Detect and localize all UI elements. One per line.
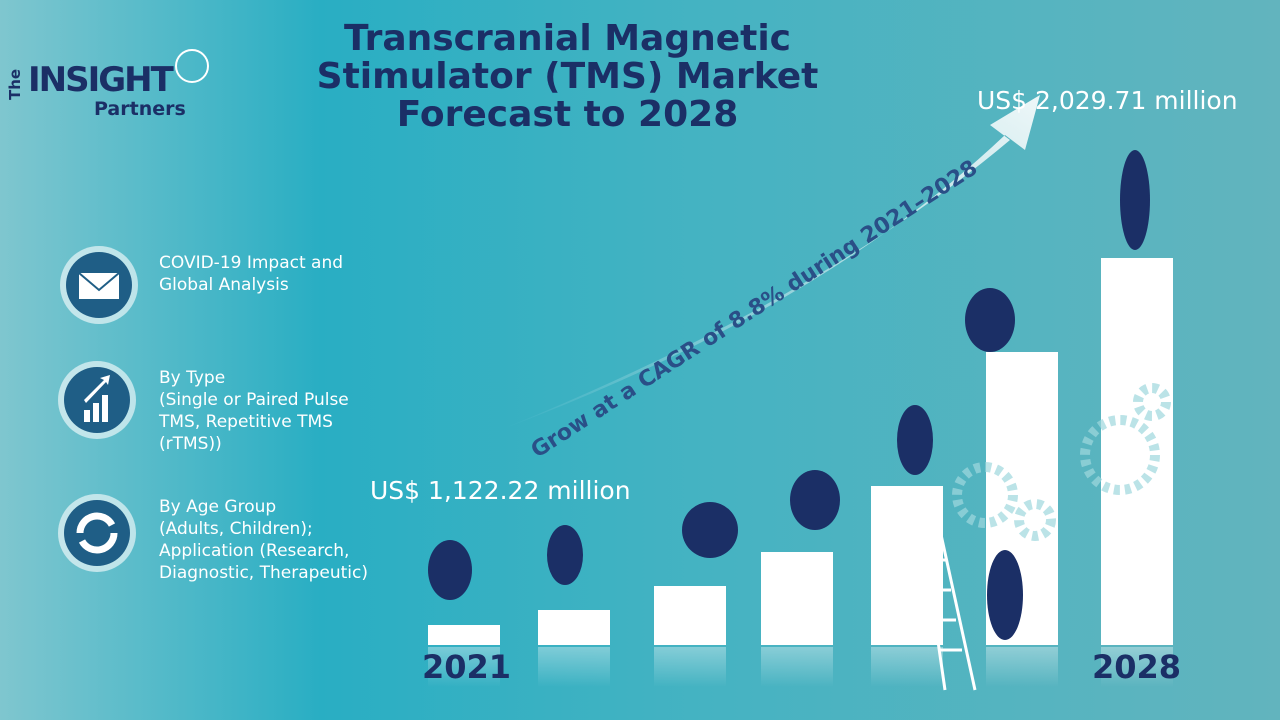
segment-detail: (Single or Paired Pulse TMS, Repetitive … xyxy=(159,390,349,454)
segment: By Type (Single or Paired Pulse TMS, Rep… xyxy=(159,367,374,455)
logo-suffix: Partners xyxy=(94,98,186,120)
logo-ring xyxy=(175,49,209,83)
segment-heading: COVID-19 Impact and Global Analysis xyxy=(159,253,344,295)
segment: By Age Group (Adults, Children); Applica… xyxy=(159,496,374,584)
start-value: US$ 1,122.22 million xyxy=(370,476,631,505)
logo-brand: INSIGHT xyxy=(28,60,174,100)
gears xyxy=(952,383,1171,541)
end-value: US$ 2,029.71 million xyxy=(977,86,1238,115)
title: Transcranial Magnetic Stimulator (TMS) M… xyxy=(316,18,819,135)
people xyxy=(428,150,1150,640)
segment-detail: (Adults, Children); Application (Researc… xyxy=(159,519,369,583)
bars xyxy=(428,258,1173,645)
bar-reflections xyxy=(428,647,1173,687)
growth-arrow xyxy=(500,95,1040,430)
segment: COVID-19 Impact and Global Analysis xyxy=(159,252,374,296)
ladder xyxy=(920,529,977,691)
logo-prefix: The xyxy=(6,68,24,100)
end-year: 2028 xyxy=(1092,648,1182,686)
segment-icons xyxy=(58,246,138,572)
segment-heading: By Type xyxy=(159,368,226,388)
start-year: 2021 xyxy=(422,648,512,686)
segment-heading: By Age Group xyxy=(159,497,277,517)
